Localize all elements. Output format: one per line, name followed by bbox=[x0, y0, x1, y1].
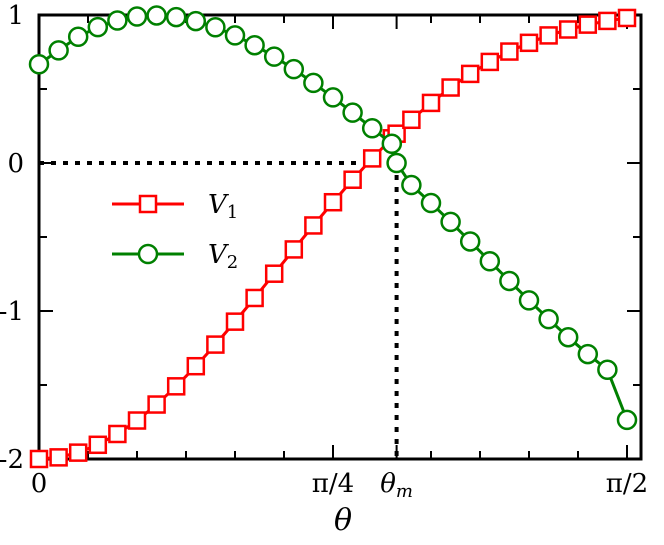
point-v1 bbox=[29, 449, 49, 469]
point-v1 bbox=[343, 170, 362, 189]
point-v2 bbox=[577, 343, 599, 365]
point-v2 bbox=[616, 409, 638, 431]
plot-frame bbox=[37, 13, 643, 461]
y-tick-label: 0 bbox=[7, 149, 24, 179]
legend: V1 V2 bbox=[112, 190, 238, 273]
point-v1 bbox=[88, 435, 108, 455]
point-v2 bbox=[48, 40, 69, 61]
point-v1 bbox=[598, 11, 617, 31]
point-v2 bbox=[440, 211, 461, 233]
point-v2 bbox=[479, 251, 501, 272]
point-v1 bbox=[539, 26, 558, 45]
legend-marker bbox=[138, 194, 158, 214]
point-v2 bbox=[361, 117, 383, 139]
point-v1 bbox=[480, 52, 500, 72]
y-tick-label: 1 bbox=[7, 1, 24, 31]
point-v1 bbox=[421, 93, 441, 113]
series-line-v2 bbox=[38, 13, 629, 421]
series-line-v1 bbox=[38, 16, 628, 461]
point-v2 bbox=[165, 6, 187, 28]
legend-label: V2 bbox=[208, 240, 238, 273]
point-v1 bbox=[186, 356, 206, 376]
point-v2 bbox=[28, 54, 50, 75]
point-v2 bbox=[185, 10, 207, 32]
x-tick-label: π/2 bbox=[606, 469, 648, 499]
point-v2 bbox=[518, 290, 540, 311]
point-v1 bbox=[284, 240, 304, 259]
point-v1 bbox=[617, 8, 637, 28]
x-tick-label: 0 bbox=[31, 469, 48, 499]
point-v2 bbox=[283, 58, 305, 80]
point-v2 bbox=[87, 16, 109, 38]
y-tick-label: -2 bbox=[0, 445, 24, 475]
point-v1 bbox=[362, 149, 382, 168]
x-tick-label: π/4 bbox=[312, 469, 354, 499]
point-v1 bbox=[519, 33, 539, 53]
point-v2 bbox=[107, 10, 128, 31]
point-v1 bbox=[441, 78, 460, 97]
point-v2 bbox=[303, 72, 324, 94]
point-v1 bbox=[323, 192, 343, 212]
point-v1 bbox=[206, 335, 225, 354]
point-v1 bbox=[558, 20, 578, 39]
point-v2 bbox=[205, 17, 226, 38]
point-v1 bbox=[108, 424, 127, 444]
ticks bbox=[38, 14, 641, 460]
point-v1 bbox=[225, 312, 245, 331]
point-v2 bbox=[538, 308, 559, 330]
point-v1 bbox=[127, 411, 147, 430]
point-v1 bbox=[245, 288, 264, 308]
x-axis-title: θ bbox=[334, 503, 352, 538]
point-v1 bbox=[500, 42, 519, 61]
series-group bbox=[28, 5, 638, 469]
point-v1 bbox=[49, 448, 68, 467]
point-v2 bbox=[146, 5, 167, 26]
point-v1 bbox=[166, 377, 186, 396]
reference-lines bbox=[39, 161, 399, 459]
point-v2 bbox=[263, 46, 285, 67]
point-v2 bbox=[342, 102, 363, 123]
y-tick-label: -1 bbox=[0, 297, 24, 327]
point-v2 bbox=[67, 26, 89, 48]
point-v2 bbox=[244, 34, 265, 56]
point-v1 bbox=[68, 443, 88, 462]
point-v1 bbox=[264, 264, 284, 283]
point-v1 bbox=[460, 64, 480, 84]
point-v2 bbox=[597, 359, 618, 381]
legend-marker bbox=[137, 243, 159, 265]
point-v1 bbox=[147, 395, 166, 414]
x-tick-label: θm bbox=[380, 469, 413, 502]
point-v2 bbox=[386, 152, 407, 174]
point-v2 bbox=[557, 326, 579, 348]
point-v2 bbox=[459, 231, 481, 252]
point-v2 bbox=[420, 192, 442, 214]
point-v2 bbox=[499, 270, 520, 292]
point-v2 bbox=[381, 133, 403, 155]
point-v2 bbox=[126, 6, 148, 27]
point-v2 bbox=[322, 87, 344, 108]
point-v1 bbox=[304, 216, 323, 235]
point-v2 bbox=[224, 25, 246, 46]
legend-label: V1 bbox=[208, 190, 238, 223]
point-v1 bbox=[402, 110, 421, 130]
point-v2 bbox=[401, 174, 422, 196]
point-v1 bbox=[578, 15, 598, 34]
tick-labels: 0 π/4 θm π/2 1 0 -1 -2 bbox=[0, 1, 648, 502]
